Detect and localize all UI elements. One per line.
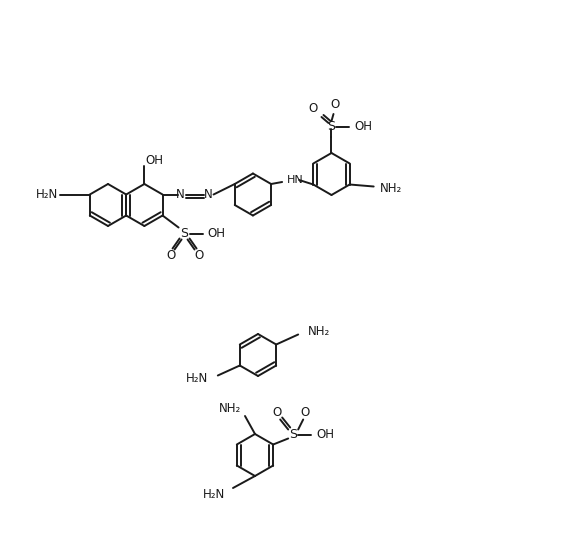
Text: NH₂: NH₂ <box>380 182 402 195</box>
Text: O: O <box>301 406 310 419</box>
Text: NH₂: NH₂ <box>218 401 241 414</box>
Text: OH: OH <box>316 428 334 441</box>
Text: H₂N: H₂N <box>203 487 225 500</box>
Text: N: N <box>176 188 185 201</box>
Text: OH: OH <box>145 154 164 167</box>
Text: N: N <box>204 188 213 201</box>
Text: S: S <box>181 227 188 240</box>
Text: O: O <box>273 406 282 419</box>
Text: O: O <box>166 249 175 262</box>
Text: OH: OH <box>208 227 226 240</box>
Text: O: O <box>194 249 203 262</box>
Text: NH₂: NH₂ <box>308 325 331 338</box>
Text: HN: HN <box>287 175 304 185</box>
Text: O: O <box>331 98 340 111</box>
Text: S: S <box>328 121 336 134</box>
Text: O: O <box>309 102 318 115</box>
Text: H₂N: H₂N <box>186 372 208 385</box>
Text: S: S <box>289 428 297 441</box>
Text: H₂N: H₂N <box>36 188 58 201</box>
Text: OH: OH <box>354 121 372 134</box>
